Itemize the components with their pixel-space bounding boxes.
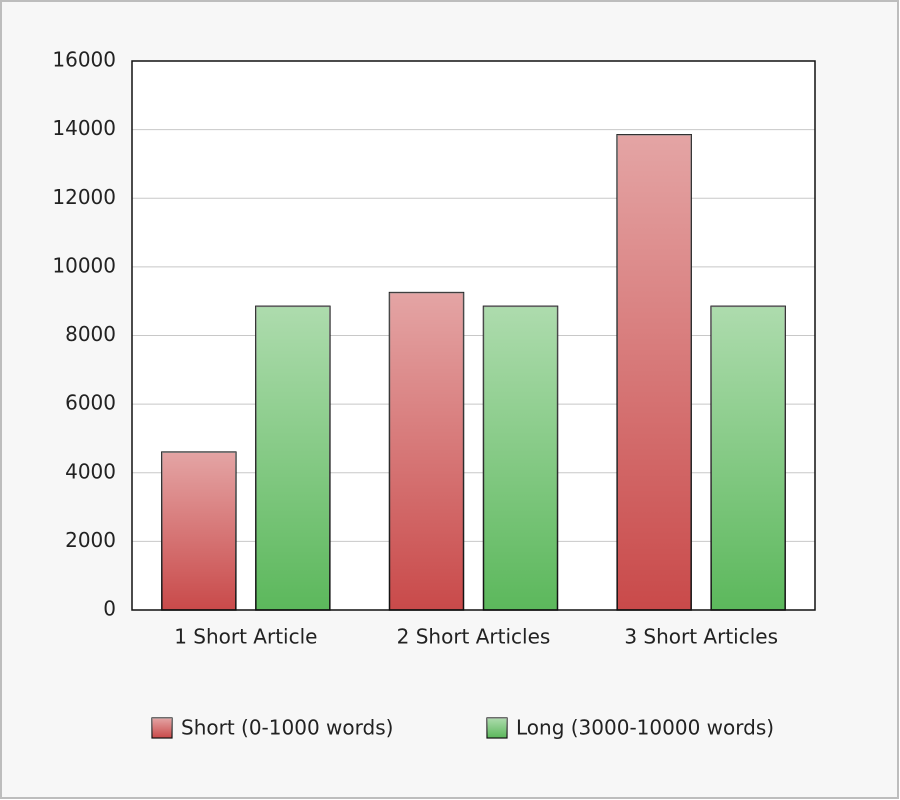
y-tick-label: 4000 <box>65 459 116 483</box>
x-tick-label: 1 Short Article <box>174 625 317 649</box>
y-tick-label: 12000 <box>52 185 116 209</box>
y-tick-label: 8000 <box>65 322 116 346</box>
legend-label: Long (3000-10000 words) <box>516 716 774 740</box>
y-tick-label: 0 <box>103 597 116 621</box>
bar <box>161 451 237 611</box>
legend-swatch <box>486 717 508 739</box>
legend-swatch <box>151 717 173 739</box>
legend-label: Short (0-1000 words) <box>181 716 393 740</box>
y-tick-label: 10000 <box>52 253 116 277</box>
y-tick-label: 16000 <box>52 48 116 72</box>
x-tick-label: 2 Short Articles <box>397 625 551 649</box>
bar <box>482 305 559 611</box>
bar <box>616 134 692 611</box>
y-tick-label: 2000 <box>65 528 116 552</box>
bar <box>255 305 331 611</box>
x-tick-label: 3 Short Articles <box>624 625 778 649</box>
y-tick-label: 6000 <box>65 391 116 415</box>
bar <box>710 305 786 611</box>
y-tick-label: 14000 <box>52 116 116 140</box>
plot-frame <box>131 60 816 611</box>
bar <box>388 291 465 611</box>
